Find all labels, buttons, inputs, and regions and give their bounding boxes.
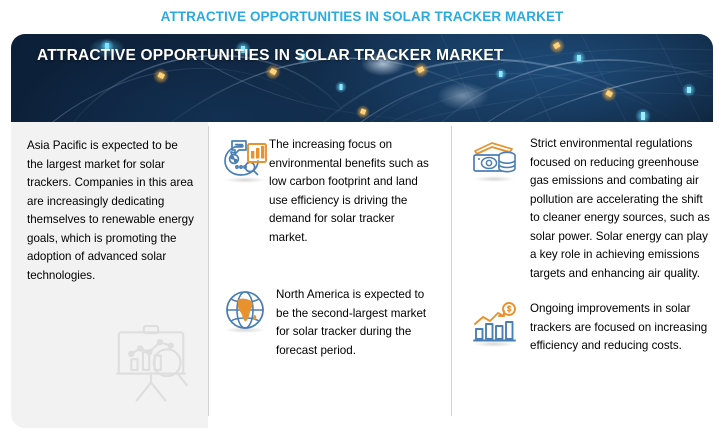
globe-icon	[221, 286, 269, 334]
banner: ATTRACTIVE OPPORTUNITIES IN SOLAR TRACKE…	[11, 34, 713, 122]
middle-column: The increasing focus on environmental be…	[208, 122, 440, 428]
insight-text: Strict environmental regulations focused…	[530, 137, 710, 280]
money-coins-icon	[470, 135, 518, 183]
insight-item: Strict environmental regulations focused…	[470, 135, 710, 283]
column-divider-left	[208, 126, 209, 416]
insight-text: The increasing focus on environmental be…	[269, 138, 429, 244]
presentation-chart-magnifier-icon	[115, 324, 188, 402]
icon-shadow	[474, 176, 514, 182]
report-bar-chart-icon	[221, 136, 269, 184]
icon-shadow	[225, 327, 265, 333]
column-divider-right	[451, 126, 452, 416]
right-column: Strict environmental regulations focused…	[452, 122, 713, 428]
banner-network-graphic	[52, 34, 713, 122]
left-region-panel: Asia Pacific is expected to be the large…	[0, 122, 208, 428]
banner-title: ATTRACTIVE OPPORTUNITIES IN SOLAR TRACKE…	[37, 47, 504, 64]
insight-text: Ongoing improvements in solar trackers a…	[530, 302, 708, 352]
content-area: Asia Pacific is expected to be the large…	[0, 122, 713, 428]
insight-item: Ongoing improvements in solar trackers a…	[470, 300, 710, 356]
icon-shadow	[225, 177, 265, 183]
insight-text: North America is expected to be the seco…	[276, 288, 427, 357]
asia-pacific-paragraph: Asia Pacific is expected to be the large…	[27, 139, 194, 282]
region-label: ASIA PACIFIC	[0, 336, 5, 414]
growth-bar-chart-dollar-icon	[470, 300, 518, 348]
icon-shadow	[474, 341, 514, 347]
asia-pacific-block: ASIA PACIFIC	[0, 294, 208, 422]
page-title: ATTRACTIVE OPPORTUNITIES IN SOLAR TRACKE…	[160, 9, 564, 24]
insight-item: North America is expected to be the seco…	[221, 286, 436, 360]
insight-item: The increasing focus on environmental be…	[221, 136, 436, 247]
